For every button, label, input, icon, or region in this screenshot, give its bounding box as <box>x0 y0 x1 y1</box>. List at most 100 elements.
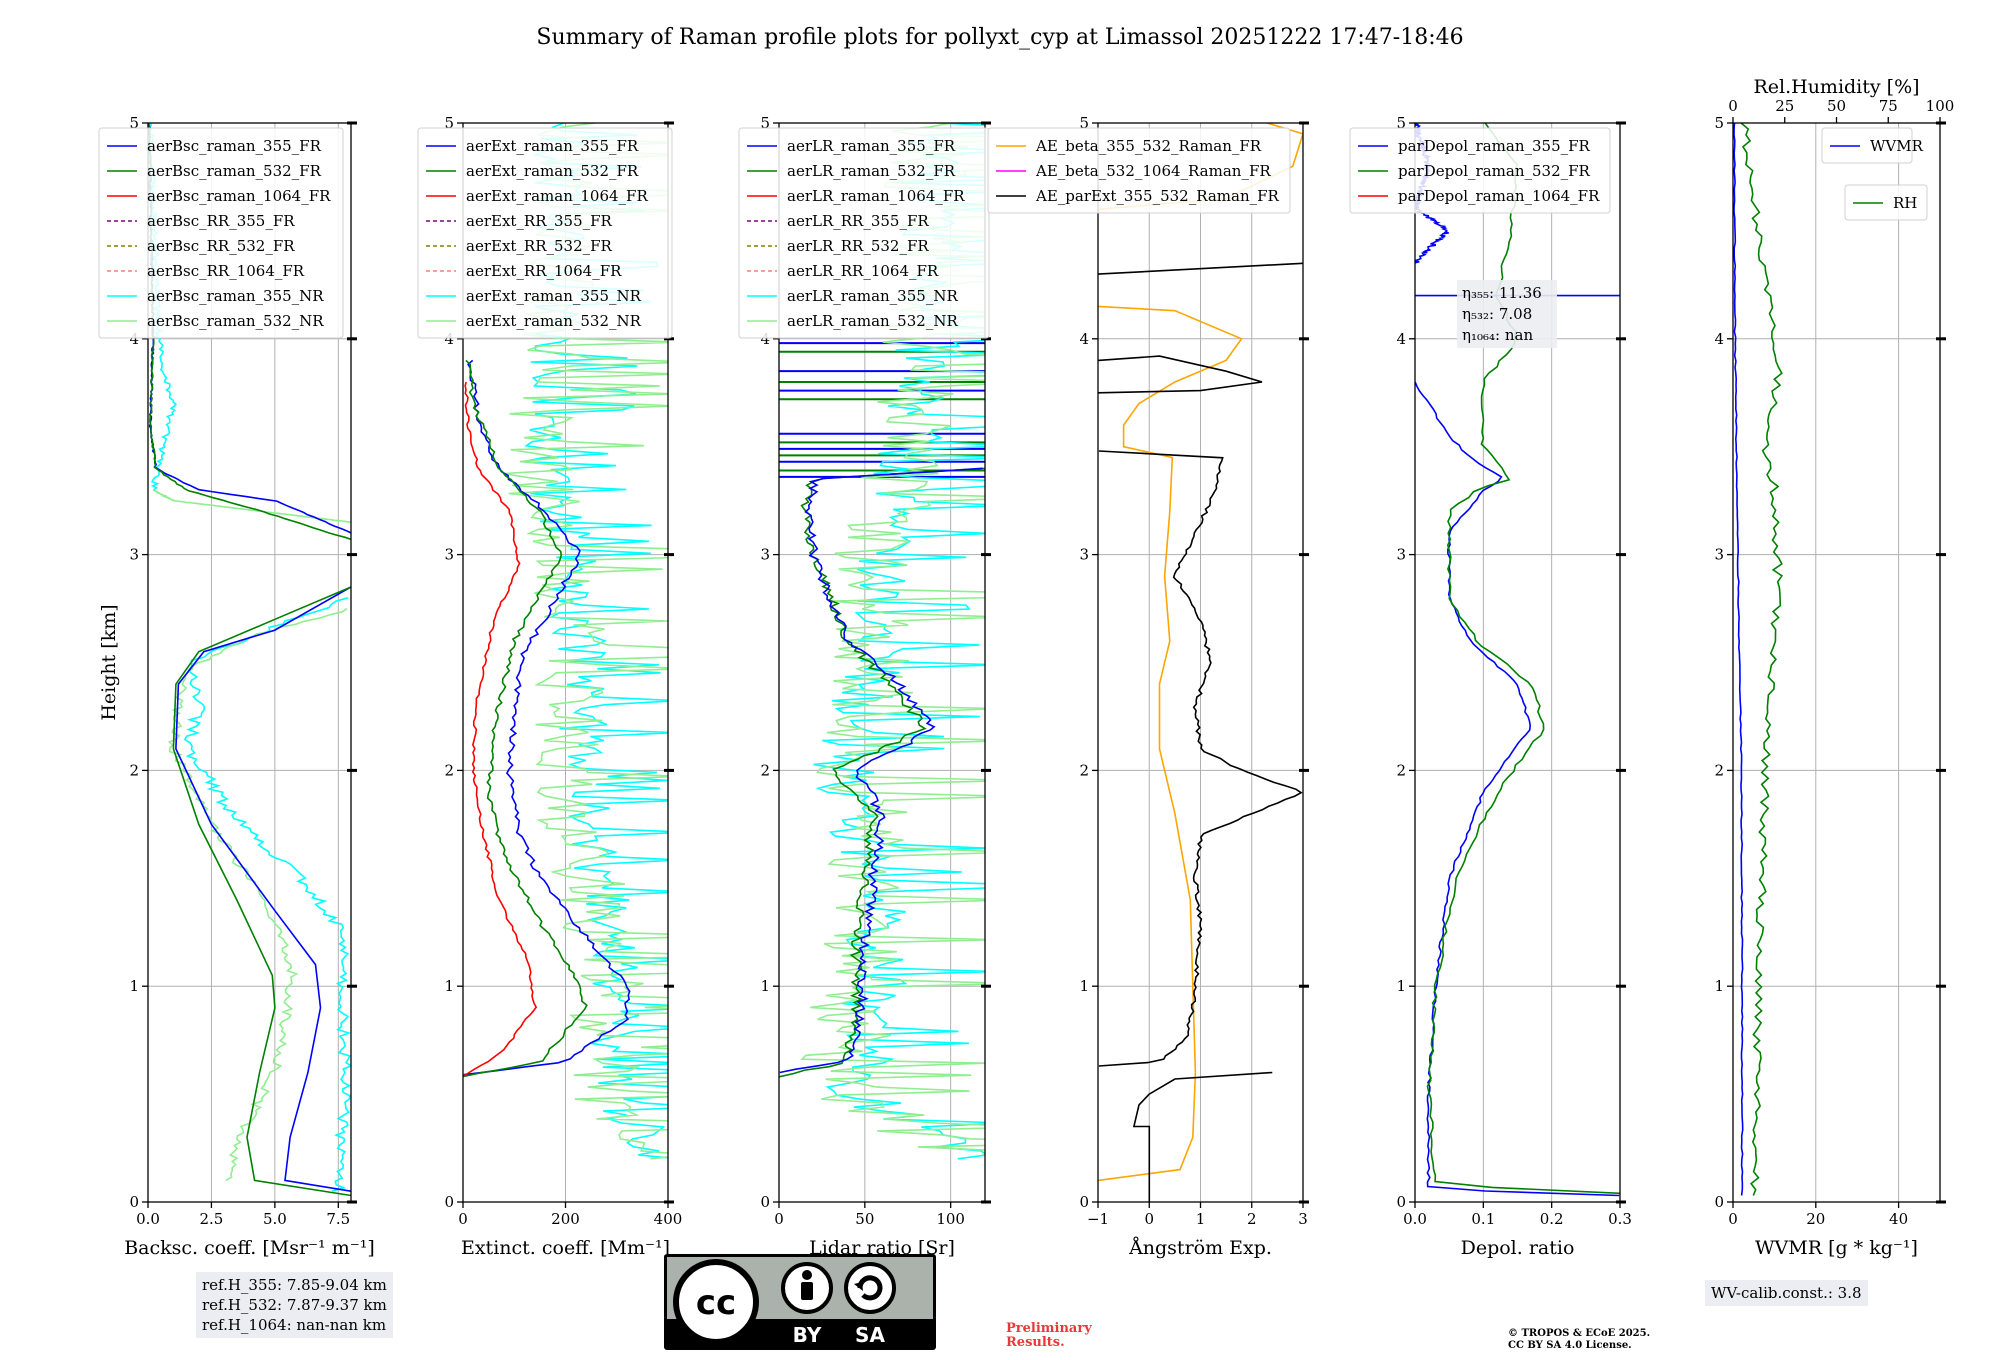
legend-entry: aerLR_RR_532_FR <box>787 237 929 255</box>
y-tick-label: 4 <box>444 330 454 348</box>
y-tick-label: 2 <box>1396 761 1406 779</box>
y-tick-label: 2 <box>129 761 139 779</box>
series-line-parDepol_raman_355_FR <box>1415 381 1620 1197</box>
axes-frame <box>147 122 352 1203</box>
y-tick-label: 4 <box>1079 330 1089 348</box>
y-tick-label: 5 <box>129 114 139 132</box>
y-tick-label: 3 <box>1079 546 1089 564</box>
panel-ext: 0 200 400 0 1 2 3 4 5 Extinct. coeff. [Mm⁻¹] aerEx… <box>417 114 683 1259</box>
legend-entry: AE_beta_355_532_Raman_FR <box>1035 137 1262 155</box>
legend-entry: aerBsc_raman_532_FR <box>147 162 322 180</box>
y-tick-label: 1 <box>1396 977 1406 995</box>
x-tick-label: 3 <box>1298 1210 1308 1228</box>
license-sa-label: SA <box>855 1323 885 1347</box>
preliminary-line-2: Results. <box>1006 1335 1065 1350</box>
legend-entry: parDepol_raman_532_FR <box>1398 162 1591 180</box>
series-line-aerBsc_raman_532_FR <box>172 586 351 1197</box>
cc-logo-icon <box>673 1259 759 1345</box>
y-tick-label: 1 <box>129 977 139 995</box>
x-tick-label: 40 <box>1889 1210 1908 1228</box>
top-tick-label: 0 <box>1728 97 1738 115</box>
series-line-aerBsc_raman_532_NR <box>167 607 348 1182</box>
y-tick-label: 2 <box>1714 761 1724 779</box>
y-tick-label: 1 <box>444 977 454 995</box>
axes-frame <box>778 122 986 1203</box>
x-tick-label: 7.5 <box>326 1210 350 1228</box>
wv-calibration-box: WV-calib.const.: 3.8 <box>1705 1280 1868 1306</box>
y-tick-label: 3 <box>1396 546 1406 564</box>
ref-height-355: ref.H_355: 7.85-9.04 km <box>202 1276 387 1294</box>
ref-height-532: ref.H_532: 7.87-9.37 km <box>202 1296 387 1314</box>
legend-box <box>738 127 990 339</box>
top-tick-label: 75 <box>1879 97 1898 115</box>
y-tick-label: 0 <box>760 1193 770 1211</box>
y-tick-label: 1 <box>1079 977 1089 995</box>
x-tick-label: −1 <box>1087 1210 1109 1228</box>
series-line-AE_parExt_355_532_Raman_FR_low <box>1132 1071 1273 1202</box>
preliminary-results-note: Preliminary Results. <box>1006 1322 1092 1350</box>
y-tick-label: 0 <box>444 1193 454 1211</box>
x-tick-label: 400 <box>654 1210 683 1228</box>
series-line-aerExt_raman_1064_FR <box>463 381 538 1078</box>
y-tick-label: 5 <box>444 114 454 132</box>
legend-entry: aerBsc_raman_532_NR <box>147 312 324 330</box>
reference-heights-box: ref.H_355: 7.85-9.04 km ref.H_532: 7.87-… <box>196 1272 393 1338</box>
legend-entry: aerLR_raman_532_FR <box>787 162 956 180</box>
legend-box <box>1844 184 1928 221</box>
x-tick-label: 2.5 <box>200 1210 224 1228</box>
series-line-aerBsc_raman_355_FR <box>175 586 351 1192</box>
series-group <box>779 123 985 1160</box>
series-line-AE_parExt_355_532_Raman_FR_top <box>1098 262 1303 275</box>
series-line-aerLR_raman_355_FR <box>779 467 983 1074</box>
legend-entry: aerExt_raman_355_NR <box>466 287 642 305</box>
series-line-aerLR_raman_532_FR <box>779 467 985 1078</box>
y-tick-label: 4 <box>129 330 139 348</box>
x-tick-label: 20 <box>1806 1210 1825 1228</box>
top-axis-label: Rel.Humidity [%] <box>1753 76 1919 98</box>
legend-entry: aerExt_RR_1064_FR <box>466 262 622 280</box>
annotation-box <box>1457 280 1557 348</box>
legend-entry: aerBsc_RR_532_FR <box>147 237 295 255</box>
y-tick-label: 4 <box>760 330 770 348</box>
y-tick-label: 1 <box>760 977 770 995</box>
y-tick-label: 2 <box>444 761 454 779</box>
y-tick-label: 5 <box>1079 114 1089 132</box>
series-line-AE_parExt_355_532_Raman_FR_mid <box>1098 355 1263 394</box>
y-tick-label: 3 <box>1714 546 1724 564</box>
axes-frame <box>1414 122 1621 1203</box>
legend: aerBsc_raman_355_FR aerBsc_raman_532_FRae… <box>98 127 344 339</box>
top-tick-label: 50 <box>1827 97 1846 115</box>
copyright-note: © TROPOS & ECoE 2025. CC BY SA 4.0 Licen… <box>1508 1328 1650 1352</box>
copyright-line-1: © TROPOS & ECoE 2025. <box>1508 1328 1651 1339</box>
legend-entry: aerBsc_raman_1064_FR <box>147 187 331 205</box>
legend-entry: aerLR_RR_1064_FR <box>787 262 939 280</box>
legend: parDepol_raman_355_FR parDepol_raman_532_… <box>1349 127 1611 214</box>
series-group <box>1733 123 1784 1196</box>
legend-entry: AE_beta_532_1064_Raman_FR <box>1035 162 1271 180</box>
x-tick-label: 1 <box>1196 1210 1206 1228</box>
y-tick-label: 3 <box>129 546 139 564</box>
legend: AE_beta_355_532_Raman_FR AE_beta_532_1064… <box>987 127 1291 214</box>
series-line-AE_parExt_355_532_Raman_FR <box>1098 450 1303 1067</box>
legend-entry: aerLR_raman_355_FR <box>787 137 956 155</box>
x-tick-label: 5.0 <box>263 1210 287 1228</box>
legend-entry: aerBsc_RR_1064_FR <box>147 262 305 280</box>
eta-annotation: η₃₅₅: 11.36 η₅₃₂: 7.08 η₁₀₆₄: nan <box>1457 280 1557 348</box>
share-alike-icon <box>844 1262 896 1314</box>
legend-entry: parDepol_raman_355_FR <box>1398 137 1591 155</box>
legend-entry: aerExt_RR_532_FR <box>466 237 613 255</box>
panel-bsc: 0.0 2.5 5.0 7.5 0 1 2 3 4 5 Backsc. coeff. [Msr⁻¹ … <box>98 114 375 1259</box>
x-tick-label: 200 <box>551 1210 580 1228</box>
wv-calibration-text: WV-calib.const.: 3.8 <box>1711 1284 1862 1302</box>
top-tick-label: 25 <box>1775 97 1794 115</box>
legend-entry: aerExt_RR_355_FR <box>466 212 613 230</box>
legend-entry: aerBsc_raman_355_NR <box>147 287 324 305</box>
panel-lr: 0 50 100 0 1 2 3 4 5 Lidar ratio [Sr] aerLR_raman_… <box>738 114 991 1259</box>
series-line-aerBsc_raman_532_NR_upper <box>152 489 351 523</box>
y-axis-label: Height [km] <box>98 604 120 720</box>
legend: RH <box>1844 184 1928 221</box>
y-tick-label: 4 <box>1714 330 1724 348</box>
y-tick-label: 5 <box>760 114 770 132</box>
series-line-RH <box>1740 123 1784 1196</box>
